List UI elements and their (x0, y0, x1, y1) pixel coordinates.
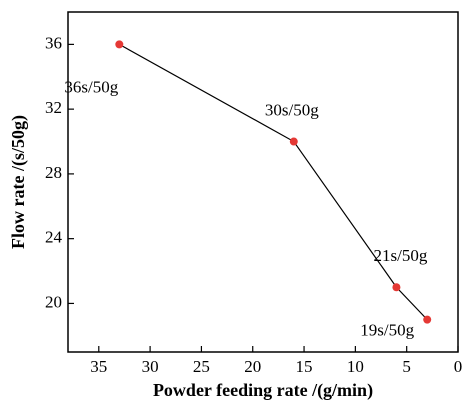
x-tick-label: 20 (244, 357, 261, 376)
x-axis-label: Powder feeding rate /(g/min) (153, 380, 373, 401)
point (115, 40, 124, 49)
x-tick-label: 35 (90, 357, 107, 376)
x-tick-label: 25 (193, 357, 210, 376)
y-tick-label: 28 (45, 163, 62, 182)
x-tick-label: 10 (347, 357, 364, 376)
data-label: 19s/50g (360, 321, 414, 340)
x-tick-label: 0 (454, 357, 463, 376)
y-tick-label: 36 (45, 33, 62, 52)
plot-frame (67, 11, 459, 353)
point (289, 137, 298, 146)
line (119, 43, 428, 321)
point (423, 315, 432, 324)
y-tick-label: 20 (45, 292, 62, 311)
x-tick-label: 5 (402, 357, 411, 376)
x-tick-label: 30 (142, 357, 159, 376)
y-tick-label: 24 (45, 228, 63, 247)
point (392, 283, 401, 292)
y-axis-label: Flow rate /(s/50g) (8, 115, 29, 249)
data-label: 36s/50g (64, 77, 118, 96)
data-label: 30s/50g (265, 100, 319, 119)
x-tick-label: 15 (296, 357, 313, 376)
y-tick-label: 32 (45, 98, 62, 117)
data-label: 21s/50g (373, 246, 427, 265)
